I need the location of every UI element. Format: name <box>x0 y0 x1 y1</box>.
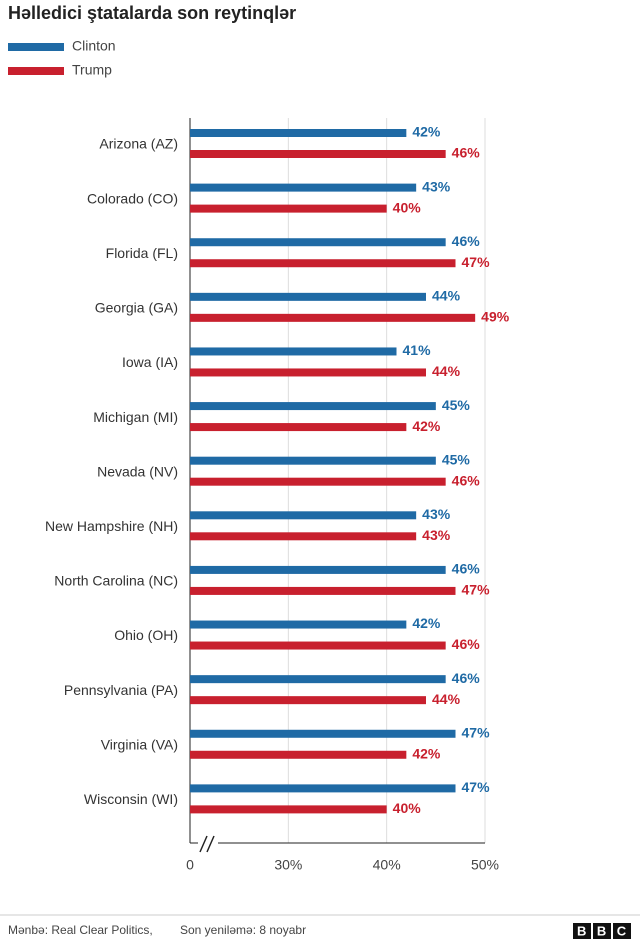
bar <box>190 313 476 322</box>
logo-box <box>613 923 631 939</box>
bar <box>190 784 456 793</box>
value-label: 46% <box>452 233 481 249</box>
y-tick-label: Arizona (AZ) <box>99 136 178 152</box>
y-tick-label: Wisconsin (WI) <box>84 791 178 807</box>
logo-text: BBC <box>577 923 637 938</box>
value-label: 42% <box>412 124 441 140</box>
legend-label: Clinton <box>72 38 116 54</box>
bar <box>190 423 407 432</box>
logo-box <box>593 923 611 939</box>
source: Mənbə: Real Clear Politics, <box>8 923 153 937</box>
x-tick-label: 30% <box>274 857 302 873</box>
y-tick-label: North Carolina (NC) <box>54 573 178 589</box>
bar <box>190 347 397 356</box>
bar <box>190 511 417 520</box>
break-mark <box>206 835 215 853</box>
bar <box>190 641 446 650</box>
value-label: 40% <box>393 199 422 215</box>
y-tick-label: Georgia (GA) <box>95 300 178 316</box>
bar <box>190 750 407 759</box>
y-tick-label: Michigan (MI) <box>93 409 178 425</box>
y-tick-label: Ohio (OH) <box>114 627 178 643</box>
y-tick-label: Pennsylvania (PA) <box>64 682 178 698</box>
value-label: 47% <box>462 724 491 740</box>
value-label: 44% <box>432 288 461 304</box>
value-label: 47% <box>462 254 491 270</box>
value-label: 45% <box>442 451 471 467</box>
y-tick-label: Virginia (VA) <box>101 736 178 752</box>
bar <box>190 696 426 705</box>
bar <box>190 532 417 541</box>
value-label: 42% <box>412 418 441 434</box>
bar <box>190 292 426 301</box>
bar <box>190 729 456 738</box>
bar <box>190 150 446 158</box>
bar <box>190 368 426 377</box>
legend-label: Trump <box>72 62 112 78</box>
bar <box>190 259 456 268</box>
y-tick-label: New Hampshire (NH) <box>45 518 178 534</box>
updated: Son yeniləmə: 8 noyabr <box>180 923 306 937</box>
value-label: 44% <box>432 363 461 379</box>
value-label: 42% <box>412 745 441 761</box>
value-label: 44% <box>432 691 461 707</box>
legend-swatch <box>8 67 64 75</box>
bar <box>190 675 446 684</box>
y-tick-label: Colorado (CO) <box>87 190 178 206</box>
value-label: 46% <box>452 472 481 488</box>
value-label: 45% <box>442 397 471 413</box>
bar <box>190 129 407 137</box>
legend-swatch <box>8 43 64 51</box>
bar <box>190 477 446 486</box>
value-label: 43% <box>422 178 451 194</box>
break-mark <box>199 835 208 853</box>
x-tick-label: 0 <box>186 857 194 873</box>
value-label: 47% <box>462 582 491 598</box>
value-label: 46% <box>452 670 481 686</box>
y-tick-label: Florida (FL) <box>106 245 178 261</box>
logo-box <box>573 923 591 939</box>
x-tick-label: 40% <box>373 857 401 873</box>
value-label: 47% <box>462 779 491 795</box>
bar <box>190 586 456 595</box>
value-label: 46% <box>452 636 481 652</box>
bar <box>190 565 446 574</box>
chart-title: Həlledici ştatalarda son reytinqlər <box>8 3 296 23</box>
axis-break <box>198 834 218 853</box>
bar <box>190 183 417 192</box>
value-label: 43% <box>422 506 451 522</box>
y-tick-label: Iowa (IA) <box>122 354 178 370</box>
logo: BBC <box>573 923 637 939</box>
value-label: 46% <box>452 145 481 161</box>
value-label: 43% <box>422 527 451 543</box>
bar <box>190 204 387 213</box>
bar <box>190 456 436 465</box>
y-tick-label: Nevada (NV) <box>97 463 178 479</box>
value-label: 40% <box>393 800 422 816</box>
bar <box>190 805 387 814</box>
bar <box>190 238 446 247</box>
value-label: 41% <box>403 342 432 358</box>
value-label: 49% <box>481 309 510 325</box>
x-tick-label: 50% <box>471 857 499 873</box>
value-label: 42% <box>412 615 441 631</box>
bar <box>190 620 407 629</box>
bar <box>190 402 436 411</box>
value-label: 46% <box>452 561 481 577</box>
